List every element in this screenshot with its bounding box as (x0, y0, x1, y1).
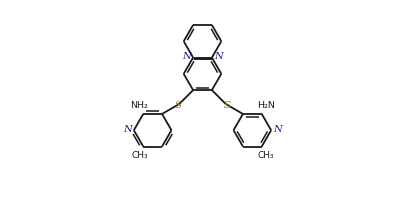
Text: N: N (182, 52, 190, 61)
Text: N: N (215, 52, 223, 61)
Text: S: S (224, 101, 230, 110)
Text: CH₃: CH₃ (131, 151, 148, 160)
Text: S: S (175, 101, 181, 110)
Text: N: N (273, 125, 282, 134)
Text: CH₃: CH₃ (257, 151, 274, 160)
Text: N: N (123, 125, 132, 134)
Text: NH₂: NH₂ (130, 101, 148, 110)
Text: H₂N: H₂N (257, 101, 275, 110)
